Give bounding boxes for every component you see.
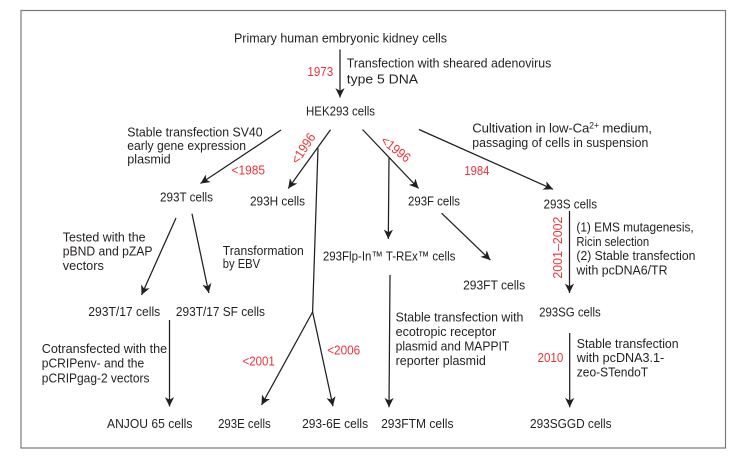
svg-text:293S cells: 293S cells: [544, 196, 598, 211]
svg-text:Ricin selection: Ricin selection: [576, 234, 649, 249]
svg-text:(2) Stable transfection: (2) Stable transfection: [576, 248, 695, 263]
svg-text:1973: 1973: [307, 64, 333, 79]
svg-text:293SG cells: 293SG cells: [539, 304, 601, 319]
svg-text:Transfection with sheared aden: Transfection with sheared adenovirus: [347, 55, 552, 70]
svg-text:Cultivation in low-Ca2+ medium: Cultivation in low-Ca2+ medium,: [472, 120, 652, 135]
svg-text:293FT cells: 293FT cells: [463, 277, 525, 292]
svg-text:293H cells: 293H cells: [250, 194, 305, 209]
svg-text:zeo-STendoT: zeo-STendoT: [577, 365, 648, 380]
svg-text:type 5 DNA: type 5 DNA: [347, 72, 419, 87]
svg-text:2001–2002: 2001–2002: [550, 217, 565, 279]
svg-text:ANJOU 65 cells: ANJOU 65 cells: [107, 416, 193, 431]
svg-text:293T/17 SF cells: 293T/17 SF cells: [176, 304, 265, 319]
svg-text:passaging of cells in suspensi: passaging of cells in suspension: [472, 135, 648, 150]
svg-text:HEK293 cells: HEK293 cells: [306, 104, 375, 119]
svg-text:Stable transfection with: Stable transfection with: [396, 310, 524, 325]
svg-text:1984: 1984: [464, 163, 489, 178]
svg-text:(1) EMS mutagenesis,: (1) EMS mutagenesis,: [576, 220, 693, 235]
svg-text:2010: 2010: [538, 350, 564, 365]
svg-text:with pcDNA6/TR: with pcDNA6/TR: [575, 262, 667, 277]
svg-text:293T/17 cells: 293T/17 cells: [88, 304, 160, 319]
svg-text:<1996: <1996: [288, 130, 319, 166]
svg-text:Stable transfection: Stable transfection: [577, 336, 679, 351]
svg-text:plasmid: plasmid: [127, 152, 170, 167]
svg-text:Stable transfection SV40: Stable transfection SV40: [127, 124, 262, 139]
svg-text:<2006: <2006: [327, 343, 360, 358]
svg-text:293FTM cells: 293FTM cells: [381, 416, 454, 431]
svg-text:ecotropic receptor: ecotropic receptor: [396, 324, 497, 339]
svg-text:293T cells: 293T cells: [160, 189, 213, 204]
svg-text:pBND and pZAP: pBND and pZAP: [63, 244, 153, 259]
svg-text:293Flp-In™ T-REx™ cells: 293Flp-In™ T-REx™ cells: [323, 248, 456, 263]
svg-text:early gene expression: early gene expression: [127, 138, 246, 153]
svg-text:<1996: <1996: [378, 133, 414, 165]
svg-text:293-6E cells: 293-6E cells: [302, 416, 368, 431]
svg-text:Tested with the: Tested with the: [63, 230, 146, 245]
svg-text:Primary human embryonic kidney: Primary human embryonic kidney cells: [234, 31, 447, 46]
svg-text:plasmid and MAPPIT: plasmid and MAPPIT: [396, 339, 510, 354]
svg-text:293F cells: 293F cells: [408, 194, 460, 209]
svg-text:<2001: <2001: [243, 354, 275, 369]
svg-text:Cotransfected with the: Cotransfected with the: [42, 341, 167, 356]
svg-text:reporter plasmid: reporter plasmid: [396, 353, 486, 368]
svg-text:with pcDNA3.1-: with pcDNA3.1-: [576, 350, 664, 365]
svg-text:293SGGD cells: 293SGGD cells: [530, 416, 612, 431]
svg-text:pCRIPgag-2 vectors: pCRIPgag-2 vectors: [42, 370, 150, 385]
svg-text:vectors: vectors: [63, 258, 104, 273]
svg-text:<1985: <1985: [232, 163, 266, 178]
svg-text:293E cells: 293E cells: [218, 416, 271, 431]
svg-text:by EBV: by EBV: [223, 256, 260, 271]
svg-text:Transformation: Transformation: [223, 243, 304, 258]
svg-text:pCRIPenv- and the: pCRIPenv- and the: [42, 356, 144, 371]
